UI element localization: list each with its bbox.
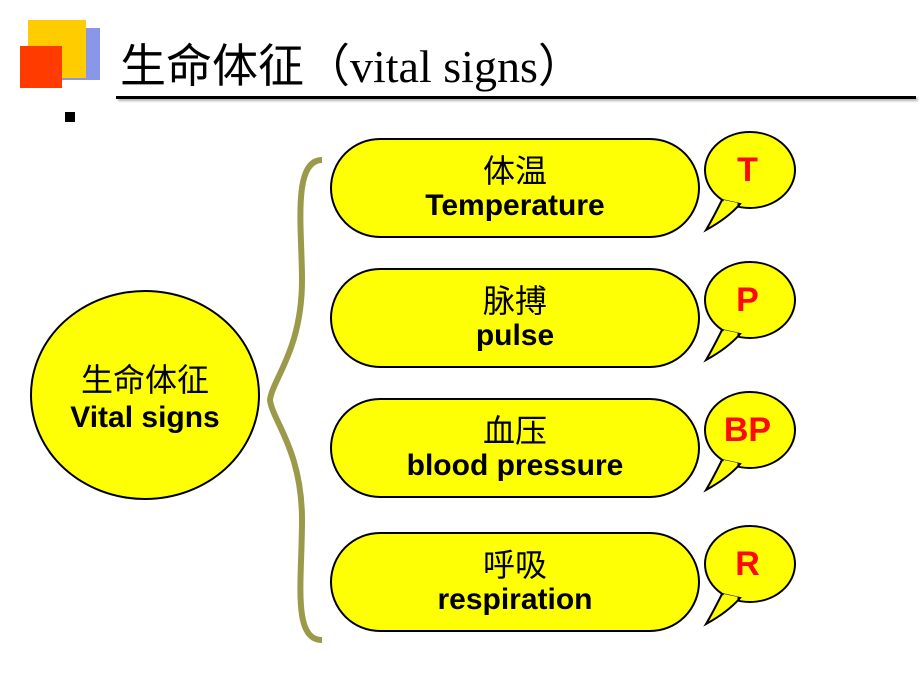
item-label-cn: 血压	[483, 414, 547, 449]
item-label-en: respiration	[437, 583, 592, 616]
vital-sign-item: 体温Temperature	[330, 138, 700, 238]
item-label-en: Temperature	[425, 189, 605, 222]
item-label-cn: 脉搏	[483, 284, 547, 319]
abbr-callout: P	[700, 260, 795, 345]
item-label-en: pulse	[476, 319, 554, 352]
abbr-label: P	[700, 260, 795, 340]
slide-title: 生命体征（vital signs）	[120, 30, 584, 96]
title-bar: 生命体征（vital signs）	[20, 20, 900, 110]
brace-connector	[262, 150, 332, 650]
abbr-label: R	[700, 524, 795, 604]
root-label-en: Vital signs	[70, 401, 220, 435]
title-decoration-icon	[20, 20, 110, 135]
abbr-label: T	[700, 130, 795, 210]
root-node: 生命体征 Vital signs	[30, 290, 260, 500]
title-underline	[116, 96, 916, 99]
root-label-cn: 生命体征	[81, 355, 209, 401]
abbr-callout: R	[700, 524, 795, 609]
vital-sign-item: 血压blood pressure	[330, 398, 700, 498]
abbr-label: BP	[700, 390, 795, 470]
item-label-cn: 呼吸	[483, 548, 547, 583]
item-label-en: blood pressure	[407, 449, 624, 482]
vital-sign-item: 脉搏pulse	[330, 268, 700, 368]
abbr-callout: T	[700, 130, 795, 215]
abbr-callout: BP	[700, 390, 795, 475]
item-label-cn: 体温	[483, 154, 547, 189]
vital-sign-item: 呼吸respiration	[330, 532, 700, 632]
